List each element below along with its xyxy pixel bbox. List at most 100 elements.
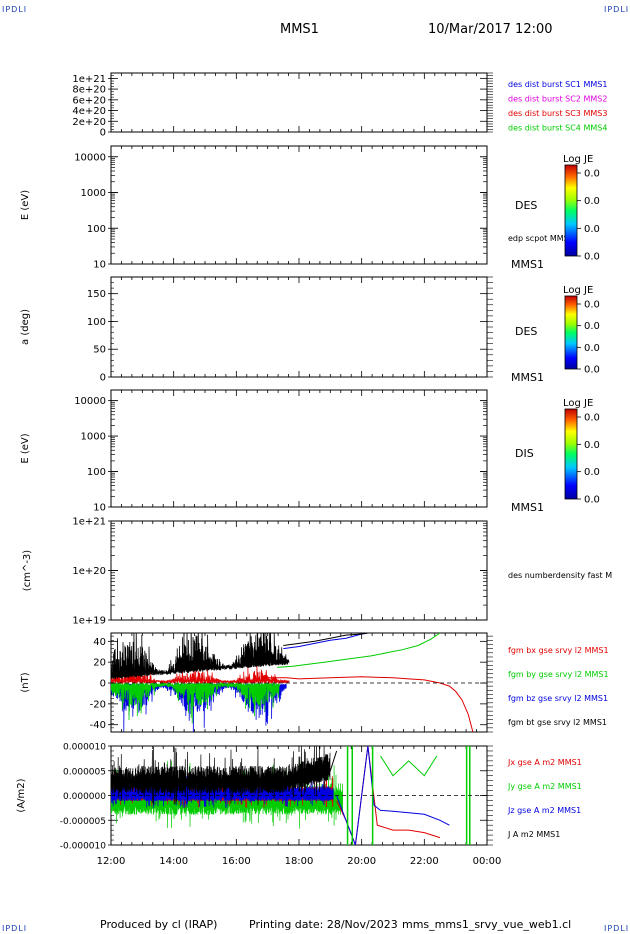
colorbar — [564, 164, 578, 257]
colorbar-tick-label: 0.0 — [584, 300, 600, 311]
legend-entry: fgm bz gse srvy l2 MMS1 — [508, 694, 608, 703]
overlay-label: edp scpot MMS1 — [508, 234, 574, 243]
y-tick-label: 2e+20 — [72, 117, 106, 128]
colorbar-tick-label: 0.0 — [584, 413, 600, 424]
y-tick-label: 0 — [100, 128, 106, 139]
x-tick-label: 12:00 — [97, 856, 126, 867]
legend-entry: fgm bx gse srvy l2 MMS1 — [508, 646, 609, 655]
x-tick-label: 18:00 — [285, 856, 314, 867]
bt-trace-noisy — [111, 633, 290, 680]
y-tick-label: 40 — [93, 637, 106, 648]
legend-entry: fgm by gse srvy l2 MMS1 — [508, 670, 609, 679]
y-tick-label: 8e+20 — [72, 85, 106, 96]
legend-entry: Jz gse A m2 MMS1 — [507, 806, 581, 815]
colorbar-tick-label: 0.0 — [584, 343, 600, 354]
colorbar-tick-label: 0.0 — [584, 365, 600, 376]
instrument-label: DES — [515, 325, 537, 338]
legend-entry: des dist burst SC2 MMS2 — [508, 95, 607, 104]
panel-frame — [110, 389, 488, 508]
series-line-2 — [380, 755, 438, 777]
y-tick-label: 150 — [87, 289, 106, 300]
spacecraft-title: MMS1 — [280, 22, 319, 37]
jz-trace-noisy — [111, 774, 334, 809]
y-tick-label: -0.000005 — [60, 817, 106, 827]
legend-entry: Jx gse A m2 MMS1 — [507, 758, 582, 767]
colorbar-tick-label: 0.0 — [584, 467, 600, 478]
fgm-traces — [111, 633, 474, 732]
y-tick-label: 20 — [93, 658, 106, 669]
legend-entry: fgm bt gse srvy l2 MMS1 — [508, 718, 607, 727]
panel-frame — [110, 145, 488, 265]
colorbar — [564, 408, 578, 500]
instrument-label: DES — [515, 199, 537, 212]
colorbar-tick-label: 0.0 — [584, 196, 600, 207]
y-axis-label: (cm^-3) — [22, 550, 33, 591]
y-axis-label: a (deg) — [20, 309, 31, 345]
y-tick-label: 10 — [93, 260, 106, 271]
y-tick-label: 1e+21 — [72, 74, 106, 85]
series-line-4 — [323, 750, 338, 781]
colorbar-tick-label: 0.0 — [584, 321, 600, 332]
by-trace-noisy — [111, 681, 281, 724]
panel-frame — [110, 276, 488, 378]
spacecraft-label: MMS1 — [511, 371, 544, 384]
j-trace-noisy — [111, 746, 331, 806]
legend-entry: des dist burst SC4 MMS4 — [508, 124, 607, 133]
colorbar-title: Log JE — [563, 398, 593, 409]
spacecraft-label: MMS1 — [511, 258, 544, 271]
y-tick-label: 0 — [100, 373, 106, 384]
y-tick-label: 6e+20 — [72, 95, 106, 106]
y-tick-label: 0.000000 — [63, 792, 106, 802]
colorbar-tick-label: 0.0 — [584, 169, 600, 180]
y-tick-label: -0.000010 — [60, 842, 106, 852]
colorbar — [564, 295, 578, 370]
y-tick-label: 4e+20 — [72, 106, 106, 117]
colorbar-tick-label: 0.0 — [584, 495, 600, 506]
legend-entry: des numberdensity fast M — [508, 571, 612, 580]
y-tick-label: 0.000010 — [63, 743, 106, 753]
colorbar-tick-label: 0.0 — [584, 440, 600, 451]
legend-entry: des dist burst SC1 MMS1 — [508, 80, 607, 89]
y-axis-label: E (eV) — [20, 433, 31, 463]
datetime-title: 10/Mar/2017 12:00 — [428, 22, 553, 37]
y-tick-label: 1e+19 — [72, 616, 106, 627]
y-tick-label: 100 — [87, 467, 106, 478]
instrument-label: DIS — [515, 447, 534, 460]
y-tick-label: 10000 — [74, 152, 106, 163]
footer-produced-by: Produced by cl (IRAP) — [100, 918, 218, 931]
y-tick-label: 50 — [93, 345, 106, 356]
corner-tag-top-right: IPDLI — [604, 5, 630, 14]
corner-tag-top-left: IPDLI — [2, 5, 28, 14]
colorbar-title: Log JE — [563, 285, 593, 296]
current-traces — [111, 746, 471, 845]
y-tick-label: 1000 — [81, 188, 106, 199]
corner-tag-bottom-left: IPDLI — [2, 924, 28, 933]
footer-plot-name: mms_mms1_srvy_vue_web1.cl — [402, 918, 572, 931]
y-axis-label: E (eV) — [20, 190, 31, 220]
x-tick-label: 22:00 — [410, 856, 439, 867]
y-tick-label: 10000 — [74, 396, 106, 407]
y-tick-label: -20 — [90, 699, 106, 710]
series-line-1 — [267, 676, 474, 732]
y-tick-label: 100 — [87, 317, 106, 328]
x-tick-label: 20:00 — [347, 856, 376, 867]
y-tick-label: 1e+20 — [72, 566, 106, 577]
y-tick-label: 0.000005 — [63, 767, 106, 777]
y-tick-label: 10 — [93, 503, 106, 514]
corner-tag-bottom-right: IPDLI — [604, 924, 630, 933]
y-tick-label: 1e+21 — [72, 517, 106, 528]
series-line-2 — [277, 633, 441, 668]
panel-frame — [110, 72, 488, 133]
y-tick-label: 1000 — [81, 432, 106, 443]
colorbar-tick-label: 0.0 — [584, 252, 600, 263]
y-axis-label: (A/m2) — [16, 778, 27, 812]
y-tick-label: 0 — [100, 679, 106, 690]
colorbar-tick-label: 0.0 — [584, 224, 600, 235]
colorbar-title: Log JE — [563, 154, 593, 165]
footer-printing-date: Printing date: 28/Nov/2023 — [249, 918, 398, 931]
panel-frame — [110, 520, 488, 621]
legend-entry: des dist burst SC3 MMS3 — [508, 109, 607, 118]
x-tick-label: 00:00 — [473, 856, 502, 867]
